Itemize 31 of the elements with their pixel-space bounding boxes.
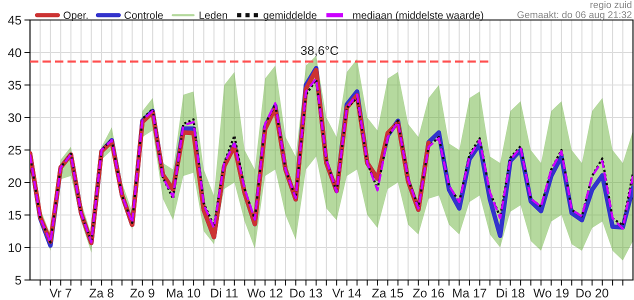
legend-label: mediaan (middelste waarde)	[353, 11, 484, 21]
y-tick-label: 25	[8, 146, 22, 155]
x-tick-label: Ma 10	[166, 288, 200, 298]
x-tick-label: Do 20	[576, 288, 608, 298]
annotation: Gemaakt: do 06 aug 21:32	[517, 11, 632, 20]
text: regio zuid	[590, 1, 632, 10]
x-tick-label: Vr 14	[332, 288, 362, 298]
y-tick-label: 45	[8, 16, 22, 25]
annotation: 38,6°C	[300, 46, 338, 56]
y-tick-label: 40	[8, 48, 22, 58]
x-tick-label: Zo 9	[130, 288, 154, 298]
x-tick-label: Wo 19	[533, 288, 569, 298]
legend-label: Controle	[124, 11, 163, 19]
y-tick-label: 10	[8, 243, 22, 252]
y-tick-label: 30	[8, 113, 22, 122]
x-tick-label: Za 8	[89, 288, 114, 298]
y-tick-label: 5	[15, 276, 22, 285]
y-tick-label: 35	[8, 80, 22, 90]
y-tick-label: 20	[8, 178, 22, 188]
y-tick-label: 15	[8, 210, 22, 220]
x-tick-label: Di 11	[211, 288, 238, 298]
legend-label: Oper.	[64, 12, 88, 21]
x-tick-label: Ma 17	[453, 288, 486, 298]
legend-label: gemiddelde	[264, 11, 317, 21]
x-tick-label: Wo 12	[247, 288, 282, 298]
x-tick-label: Di 18	[496, 288, 524, 298]
x-tick-label: Vr 7	[49, 288, 72, 298]
legend-label: Leden	[200, 11, 228, 19]
x-tick-label: Za 15	[372, 288, 404, 298]
x-tick-label: Zo 16	[413, 288, 444, 298]
x-tick-label: Do 13	[290, 288, 322, 298]
